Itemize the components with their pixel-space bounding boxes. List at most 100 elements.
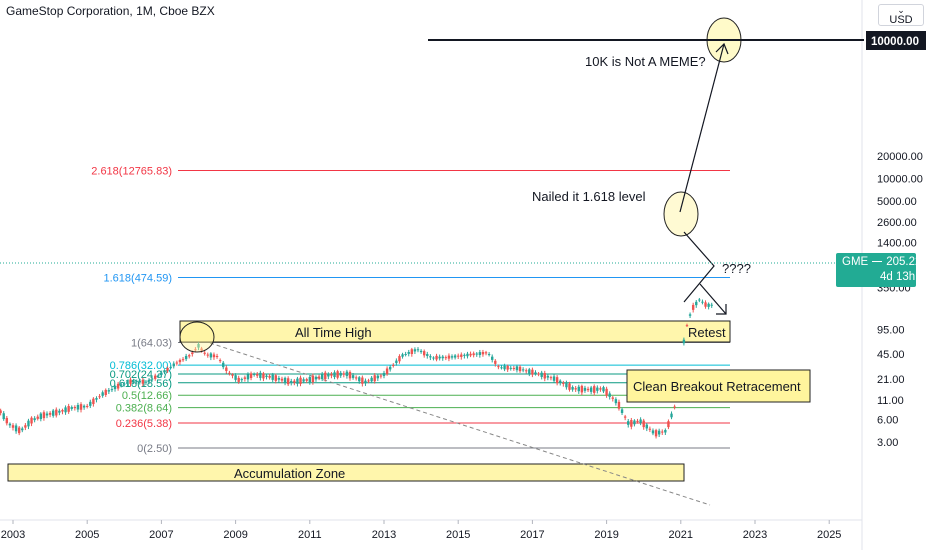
candle-body	[147, 379, 151, 382]
candle-body	[447, 355, 451, 359]
candle-body	[243, 377, 247, 379]
candle-body	[503, 365, 506, 370]
downtrend-line[interactable]	[209, 342, 711, 506]
candle-body	[215, 356, 219, 358]
candle-body	[296, 378, 299, 384]
ticker-label: GME	[842, 256, 869, 268]
candle-body	[685, 325, 689, 327]
bar-countdown: 4d 13h	[880, 271, 916, 283]
candle-body	[67, 406, 70, 412]
candle-body	[138, 380, 141, 383]
candle-body	[277, 378, 281, 380]
candle-body	[568, 383, 571, 390]
all-time-high-zone[interactable]	[179, 320, 731, 343]
candle-body	[704, 302, 707, 307]
candle-body	[432, 357, 435, 359]
time-axis[interactable]: 2003 2005 2007 2009 2011 2013 2015 2017 2019 2021…	[1, 520, 842, 541]
candle-body	[605, 388, 608, 396]
candle-body	[521, 369, 525, 371]
candle-body	[673, 406, 676, 408]
candle-body	[333, 372, 336, 378]
candle-body	[497, 366, 500, 368]
y-tick-label-8: 45.00	[877, 349, 905, 361]
candle-body	[695, 301, 698, 306]
question-text: ????	[722, 261, 751, 276]
chevron-down-icon: ⌄	[897, 5, 905, 15]
fib-1618-circle[interactable]	[663, 191, 699, 237]
candle-body	[648, 428, 652, 430]
projection-arrow-up[interactable]	[679, 43, 725, 213]
candle-body	[407, 352, 410, 354]
candle-body	[116, 383, 120, 389]
candle-body	[24, 425, 27, 428]
candle-body	[528, 369, 531, 374]
candle-body	[345, 371, 349, 376]
candle-body	[110, 389, 114, 391]
candle-body	[92, 398, 95, 405]
highlight-zones[interactable]	[7, 320, 731, 482]
accumulation-zone[interactable]	[7, 463, 685, 482]
candle-body	[562, 382, 565, 384]
candle-body	[104, 389, 107, 395]
candle-body	[623, 416, 627, 418]
clean-breakout-box[interactable]	[626, 369, 811, 403]
y-tick-label-3: 2600.00	[877, 217, 917, 229]
fib-label-2.618: 2.618(12765.83)	[91, 165, 172, 177]
candle-body	[429, 356, 432, 358]
x-tick-label-11: 2025	[817, 529, 841, 541]
candle-body	[589, 387, 593, 392]
candle-body	[478, 352, 482, 355]
currency-selector[interactable]: ⌄ USD	[878, 4, 924, 26]
candle-body	[667, 421, 670, 428]
candle-body	[484, 352, 488, 354]
x-tick-label-4: 2011	[298, 529, 322, 541]
y-tick-label-9: 21.00	[877, 374, 905, 386]
candle-body	[636, 420, 639, 422]
candle-body	[475, 353, 478, 355]
candle-body	[218, 360, 222, 362]
candle-body	[197, 343, 200, 348]
candle-body	[73, 406, 77, 409]
candle-body	[577, 386, 580, 392]
candle-body	[586, 388, 590, 391]
chart-background	[0, 0, 862, 520]
candle-body	[491, 356, 494, 360]
candle-body	[188, 355, 191, 357]
candle-body	[141, 379, 145, 384]
candle-body	[61, 409, 64, 412]
y-tick-label-0: 20000.00	[877, 151, 923, 163]
candle-body	[657, 430, 661, 435]
candle-body	[184, 355, 188, 360]
candle-body	[82, 405, 86, 408]
candle-body	[101, 392, 104, 396]
candle-body	[181, 359, 185, 361]
candle-body	[42, 412, 46, 419]
price-axis[interactable]: 20000.0010000.005000.002600.001400.00700…	[877, 151, 923, 449]
triangle-projection[interactable]	[683, 231, 715, 303]
x-tick-label-5: 2013	[372, 529, 396, 541]
x-tick-label-10: 2023	[743, 529, 767, 541]
candle-body	[463, 354, 466, 356]
candle-body	[373, 375, 376, 382]
candle-body	[271, 374, 274, 380]
candle-body	[120, 384, 123, 386]
x-tick-label-1: 2005	[75, 529, 99, 541]
fib-label-0.786: 0.786(32.00)	[110, 360, 172, 372]
candle-body	[286, 378, 290, 385]
currency-label: USD	[889, 14, 913, 26]
candle-body	[175, 362, 179, 364]
projection-arrow-down[interactable]	[699, 283, 727, 315]
ath-circle[interactable]	[179, 321, 215, 353]
x-tick-label-8: 2019	[594, 529, 618, 541]
candle-body	[469, 353, 472, 356]
candle-body	[549, 377, 553, 379]
candle-body	[661, 431, 664, 433]
candle-body	[593, 386, 596, 393]
candle-body	[76, 405, 80, 410]
target-price-badge	[866, 31, 926, 50]
candle-body	[249, 373, 253, 378]
candle-body	[701, 301, 704, 303]
candle-body	[481, 351, 485, 355]
candle-body	[302, 379, 305, 382]
